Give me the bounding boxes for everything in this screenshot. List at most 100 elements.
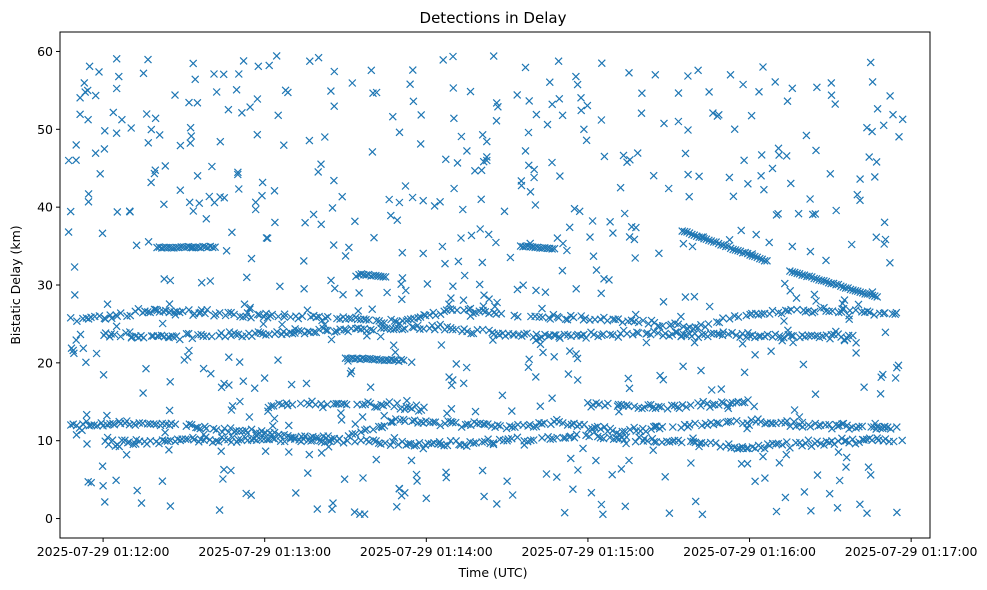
detection-marker bbox=[166, 276, 175, 285]
detection-marker bbox=[151, 114, 160, 123]
detection-marker bbox=[719, 328, 728, 337]
detection-marker bbox=[892, 508, 901, 517]
detection-marker bbox=[678, 400, 687, 409]
detection-marker bbox=[774, 209, 783, 218]
detection-marker bbox=[344, 357, 352, 365]
detection-marker bbox=[726, 70, 735, 79]
detection-marker bbox=[217, 447, 226, 456]
detection-marker bbox=[608, 331, 617, 340]
detection-marker bbox=[783, 97, 792, 106]
detection-marker bbox=[856, 288, 865, 297]
detection-marker bbox=[634, 318, 643, 327]
detection-marker bbox=[452, 359, 461, 368]
detection-marker bbox=[525, 355, 534, 364]
detection-marker bbox=[144, 55, 152, 64]
detection-marker bbox=[751, 350, 760, 359]
detection-marker bbox=[137, 499, 146, 508]
detection-marker bbox=[350, 508, 359, 517]
detection-marker bbox=[370, 233, 378, 242]
detection-marker bbox=[743, 459, 752, 468]
detection-marker bbox=[146, 419, 155, 428]
detection-marker bbox=[251, 198, 260, 207]
detection-marker bbox=[212, 88, 221, 96]
detection-marker bbox=[448, 282, 457, 291]
detection-marker bbox=[898, 115, 907, 124]
detection-marker bbox=[648, 404, 657, 412]
detection-marker bbox=[143, 419, 152, 428]
detection-marker bbox=[746, 251, 755, 260]
detection-marker bbox=[851, 306, 860, 315]
detection-marker bbox=[429, 418, 438, 427]
detection-marker bbox=[811, 209, 820, 218]
detection-marker bbox=[660, 119, 668, 128]
detection-marker bbox=[352, 272, 360, 281]
detection-marker bbox=[272, 51, 281, 60]
detection-marker bbox=[671, 328, 680, 337]
detection-marker bbox=[827, 330, 836, 339]
detection-marker bbox=[598, 510, 607, 519]
detection-marker bbox=[199, 332, 208, 341]
detection-marker bbox=[100, 144, 109, 153]
detection-marker bbox=[462, 146, 471, 155]
detection-marker bbox=[326, 87, 335, 96]
detection-marker bbox=[447, 417, 455, 426]
detection-marker bbox=[579, 330, 588, 339]
detection-marker bbox=[270, 414, 279, 423]
detection-marker bbox=[146, 308, 155, 317]
detection-marker bbox=[358, 412, 367, 421]
detection-marker bbox=[730, 125, 739, 134]
detection-marker bbox=[873, 434, 882, 443]
detection-marker bbox=[313, 505, 322, 514]
detection-marker bbox=[760, 444, 769, 453]
detection-marker bbox=[165, 333, 174, 342]
detection-marker bbox=[99, 370, 108, 379]
detection-marker bbox=[740, 368, 749, 377]
detection-marker bbox=[449, 52, 457, 61]
detection-marker bbox=[686, 459, 695, 467]
detection-marker bbox=[841, 284, 850, 293]
detection-marker bbox=[868, 436, 876, 445]
detection-marker bbox=[793, 305, 801, 314]
detection-marker bbox=[268, 310, 277, 319]
detection-marker bbox=[395, 484, 404, 493]
detection-marker bbox=[340, 399, 349, 408]
detection-marker bbox=[694, 66, 703, 75]
detection-marker bbox=[529, 423, 538, 431]
detection-marker bbox=[240, 300, 249, 309]
detection-marker bbox=[100, 126, 109, 135]
detection-marker bbox=[473, 419, 481, 428]
detection-marker bbox=[717, 385, 726, 394]
detection-marker bbox=[522, 329, 531, 338]
detection-marker bbox=[881, 328, 890, 337]
detection-marker bbox=[865, 153, 874, 162]
detection-marker bbox=[885, 258, 894, 267]
chart-title: Detections in Delay bbox=[420, 9, 567, 27]
y-tick-label: 50 bbox=[37, 122, 53, 137]
detection-marker bbox=[849, 286, 857, 295]
detection-marker bbox=[139, 333, 148, 342]
detection-marker bbox=[270, 434, 279, 443]
detection-marker bbox=[845, 311, 853, 320]
detection-marker bbox=[369, 89, 377, 98]
detection-marker bbox=[205, 192, 214, 201]
detection-marker bbox=[237, 435, 246, 444]
detection-marker bbox=[471, 407, 480, 416]
detection-marker bbox=[253, 130, 262, 139]
detection-marker bbox=[353, 315, 362, 324]
detection-marker bbox=[718, 314, 727, 323]
detection-marker bbox=[299, 256, 308, 265]
detection-marker bbox=[825, 489, 834, 498]
detection-marker bbox=[810, 274, 819, 283]
detection-marker bbox=[275, 282, 284, 291]
detection-marker bbox=[440, 307, 449, 316]
detection-marker bbox=[737, 459, 746, 468]
detection-marker bbox=[378, 423, 387, 432]
detection-marker bbox=[682, 403, 691, 411]
detection-marker bbox=[804, 331, 813, 340]
detection-marker bbox=[832, 206, 841, 215]
detection-marker bbox=[690, 338, 699, 347]
detection-marker bbox=[793, 269, 802, 278]
detection-marker bbox=[625, 232, 634, 241]
detection-marker bbox=[428, 321, 437, 330]
detection-marker bbox=[656, 371, 665, 380]
